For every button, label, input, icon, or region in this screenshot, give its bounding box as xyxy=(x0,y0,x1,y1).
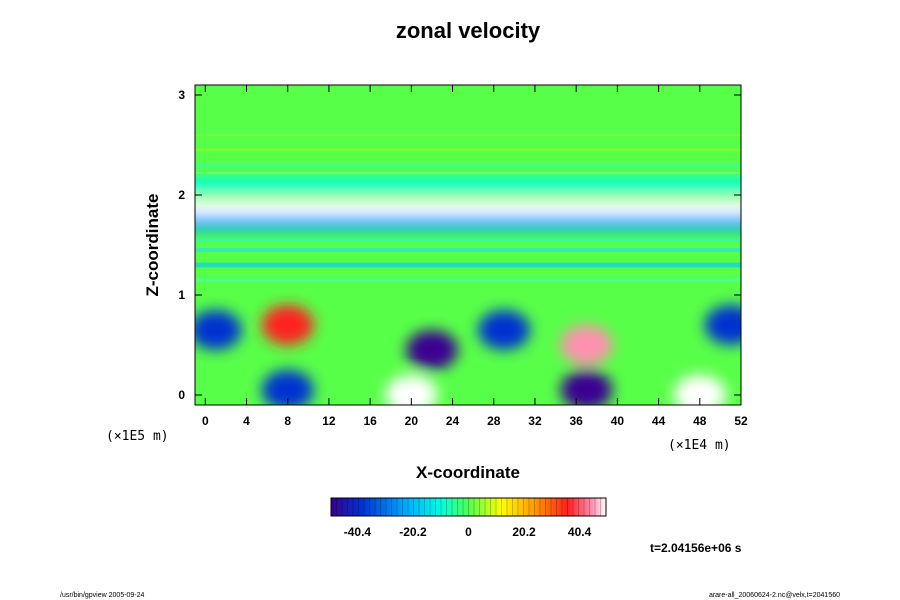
blob-feature xyxy=(673,375,726,405)
texture-stripe xyxy=(195,134,741,136)
blob-feature xyxy=(261,370,314,405)
band-feature xyxy=(195,199,741,215)
texture-stripe xyxy=(195,278,741,282)
x-tick-label: 36 xyxy=(569,414,583,428)
colorbar-frame xyxy=(330,497,607,517)
x-tick-label: 4 xyxy=(243,414,250,428)
colorbar-tick-label: -40.4 xyxy=(344,525,372,539)
y-scale-note: (×1E5 m) xyxy=(106,429,169,444)
blob-feature xyxy=(405,330,458,370)
colorbar: -40.4 -20.2 0 20.2 40.4 xyxy=(330,497,607,539)
x-tick-label: 32 xyxy=(528,414,542,428)
colorbar-ticks: -40.4 -20.2 0 20.2 40.4 xyxy=(344,525,592,539)
plot-background xyxy=(195,85,741,405)
blob-feature xyxy=(478,310,531,350)
x-axis-ticks: 0 4 8 12 16 20 24 28 32 36 40 44 48 52 xyxy=(202,85,748,428)
band-feature xyxy=(195,215,741,231)
x-tick-label: 44 xyxy=(652,414,666,428)
x-tick-label: 8 xyxy=(284,414,291,428)
blob-feature xyxy=(560,325,613,365)
x-scale-note: (×1E4 m) xyxy=(668,438,731,453)
plot-area xyxy=(195,85,741,405)
x-tick-label: 40 xyxy=(611,414,625,428)
blob-feature xyxy=(704,305,741,345)
blob-feature xyxy=(560,370,613,405)
colorbar-tick-label: 0 xyxy=(465,525,472,539)
x-tick-label: 24 xyxy=(446,414,460,428)
blob-feature xyxy=(385,375,438,405)
texture-stripe xyxy=(195,172,741,174)
x-tick-label: 48 xyxy=(693,414,707,428)
texture-stripe xyxy=(195,238,741,242)
time-label: t=2.04156e+06 s xyxy=(650,541,742,555)
y-tick-label: 2 xyxy=(178,188,185,202)
colorbar-tick-label: -20.2 xyxy=(399,525,427,539)
x-tick-label: 16 xyxy=(363,414,377,428)
x-tick-label: 0 xyxy=(202,414,209,428)
texture-stripe xyxy=(195,248,741,252)
footer-right: arare-all_20060624-2.nc@velx,t=2041560 xyxy=(709,592,840,599)
colorbar-tick-label: 20.2 xyxy=(512,525,536,539)
texture-stripe xyxy=(195,163,741,167)
x-tick-label: 28 xyxy=(487,414,501,428)
x-tick-label: 12 xyxy=(322,414,336,428)
colorbar-level-lines xyxy=(336,498,601,516)
x-tick-label: 20 xyxy=(405,414,419,428)
y-tick-label: 0 xyxy=(178,388,185,402)
y-tick-label: 1 xyxy=(178,288,185,302)
texture-stripe xyxy=(195,262,741,268)
plot-frame xyxy=(194,84,742,406)
colorbar-tick-label: 40.4 xyxy=(568,525,592,539)
x-axis-label: X-coordinate xyxy=(416,463,520,482)
y-axis-ticks: 0 1 2 3 xyxy=(178,88,741,402)
heatmap-texture xyxy=(195,134,741,282)
y-tick-label: 3 xyxy=(178,88,185,102)
footer-left: /usr/bin/gpview 2005-09-24 xyxy=(60,592,145,599)
blob-feature xyxy=(261,305,314,345)
chart-title: zonal velocity xyxy=(396,18,541,43)
texture-stripe xyxy=(195,148,741,152)
band-feature xyxy=(195,177,741,193)
heatmap-features xyxy=(195,177,741,405)
x-tick-label: 52 xyxy=(734,414,748,428)
y-axis-label: Z-coordinate xyxy=(143,194,162,297)
blob-feature xyxy=(195,310,242,350)
